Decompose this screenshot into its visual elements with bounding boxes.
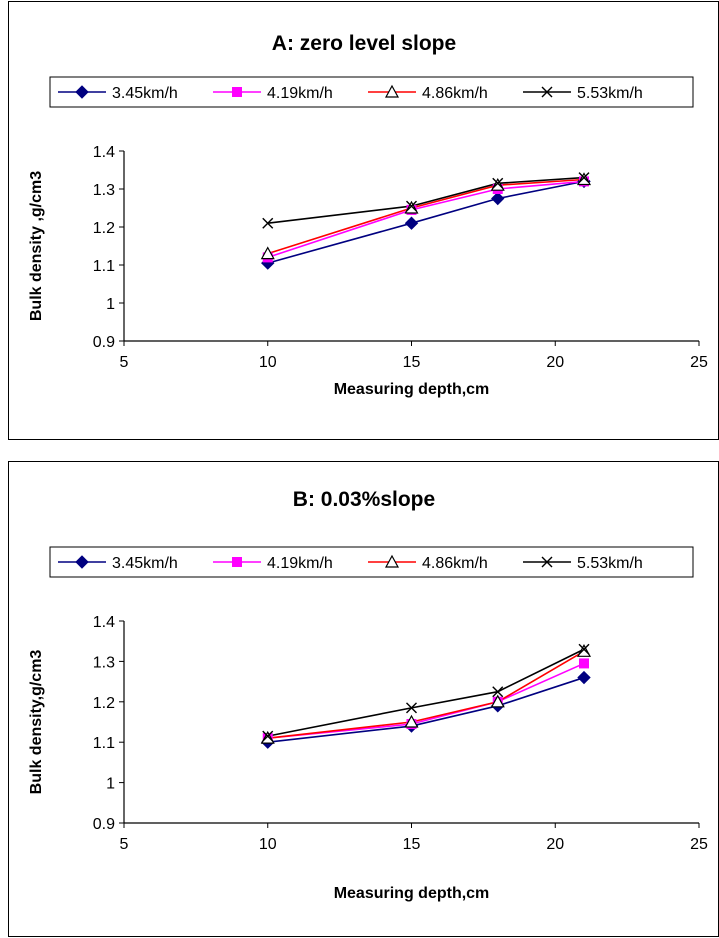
legend-marker-b-3 (541, 556, 553, 568)
series-line-a-2 (267, 178, 585, 255)
chart-panel-b: B: 0.03%slope 3.45km/h 4.19km/h 4.86km/h 5.5… (8, 461, 719, 937)
point-a-0-2 (491, 191, 505, 206)
point-b-3-1 (406, 702, 417, 714)
point-a-3-0 (262, 217, 274, 229)
y-tick-label-a-1: 1 (106, 296, 115, 313)
y-axis-title-b: Bulk density,g/cm3 (28, 650, 45, 795)
point-a-2-2 (490, 177, 505, 191)
x-tick-label-b-1: 10 (259, 836, 277, 853)
legend-marker-b-2 (384, 554, 400, 568)
point-b-2-0 (260, 730, 275, 744)
y-tick-label-b-0: 0.9 (93, 816, 115, 833)
y-tick-label-b-4: 1.3 (93, 654, 115, 671)
point-b-3-0 (262, 730, 274, 742)
chart-panel-a: A: zero level slope 3.45km/h 4.19km/h 4.86k… (8, 1, 719, 440)
legend-marker-b-1 (232, 557, 242, 567)
legend-marker-a-2 (384, 84, 400, 98)
y-axis-title-a: Bulk density ,g/cm3 (28, 171, 45, 321)
series-line-a-1 (267, 180, 585, 259)
point-a-3-3 (578, 172, 590, 184)
legend-label-b-2: 4.86km/h (422, 555, 488, 572)
y-tick-label-a-3: 1.2 (93, 220, 115, 237)
x-tick-label-a-0: 5 (120, 354, 129, 371)
y-tick-label-b-3: 1.2 (93, 695, 115, 712)
legend-label-b-0: 3.45km/h (112, 555, 178, 572)
legend-item-a-0: 3.45km/h (58, 85, 178, 102)
x-tick-label-a-3: 20 (546, 354, 564, 371)
x-axis-title-b: Measuring depth,cm (334, 885, 490, 902)
y-tick-label-b-5: 1.4 (93, 614, 115, 631)
y-tick-label-a-4: 1.3 (93, 182, 115, 199)
series-line-b-3 (267, 648, 585, 737)
line-chart-a: A: zero level slope 3.45km/h 4.19km/h 4.86k… (28, 32, 708, 398)
point-b-3-3 (578, 643, 590, 655)
point-a-2-1 (404, 200, 419, 214)
point-b-2-2 (490, 694, 505, 708)
x-tick-label-a-2: 15 (403, 354, 421, 371)
point-b-2-3 (576, 644, 592, 657)
legend-label-a-0: 3.45km/h (112, 85, 178, 102)
x-tick-label-a-1: 10 (259, 354, 277, 371)
legend-marker-a-1 (232, 87, 242, 97)
chart-title-b: B: 0.03%slope (293, 488, 435, 511)
legend-item-a-2: 4.86km/h (368, 84, 488, 102)
x-tick-label-b-4: 25 (690, 836, 708, 853)
legend-item-a-3: 5.53km/h (523, 85, 643, 102)
point-a-3-2 (492, 177, 504, 189)
point-a-0-1 (404, 216, 419, 230)
x-tick-label-b-3: 20 (546, 836, 564, 853)
x-axis-title-a: Measuring depth,cm (334, 381, 490, 398)
series-line-a-0 (267, 180, 585, 264)
legend-marker-a-0 (75, 85, 89, 99)
y-tick-label-a-0: 0.9 (93, 334, 115, 351)
x-tick-label-b-0: 5 (120, 836, 129, 853)
legend-item-b-3: 5.53km/h (523, 555, 643, 572)
legend-item-a-1: 4.19km/h (213, 85, 333, 102)
x-tick-label-a-4: 25 (690, 354, 708, 371)
legend-item-b-1: 4.19km/h (213, 555, 333, 572)
legend-label-b-1: 4.19km/h (267, 555, 333, 572)
point-a-3-1 (406, 200, 417, 212)
legend-marker-b-0 (75, 555, 89, 569)
legend-marker-a-3 (541, 86, 553, 98)
point-a-2-3 (576, 172, 592, 186)
point-b-3-2 (492, 686, 504, 698)
y-tick-label-a-2: 1.1 (93, 258, 115, 275)
series-line-b-2 (267, 650, 585, 739)
legend-label-a-3: 5.53km/h (577, 85, 643, 102)
legend-label-b-3: 5.53km/h (577, 555, 643, 572)
legend-item-b-0: 3.45km/h (58, 555, 178, 572)
legend-label-a-2: 4.86km/h (422, 85, 488, 102)
y-tick-label-a-5: 1.4 (93, 144, 115, 161)
y-tick-label-b-1: 1 (106, 776, 115, 793)
series-line-b-1 (267, 662, 585, 739)
series-line-a-3 (267, 176, 585, 224)
point-b-1-3 (579, 658, 589, 669)
series-line-b-0 (267, 676, 585, 743)
legend-label-a-1: 4.19km/h (267, 85, 333, 102)
y-tick-label-b-2: 1.1 (93, 735, 115, 752)
x-tick-label-b-2: 15 (403, 836, 421, 853)
point-b-0-3 (577, 670, 591, 685)
line-chart-b: B: 0.03%slope 3.45km/h 4.19km/h 4.86km/h 5.5… (28, 488, 708, 902)
point-a-2-0 (260, 246, 275, 260)
legend-item-b-2: 4.86km/h (368, 554, 488, 572)
chart-title-a: A: zero level slope (272, 32, 456, 55)
point-b-2-1 (404, 714, 419, 728)
